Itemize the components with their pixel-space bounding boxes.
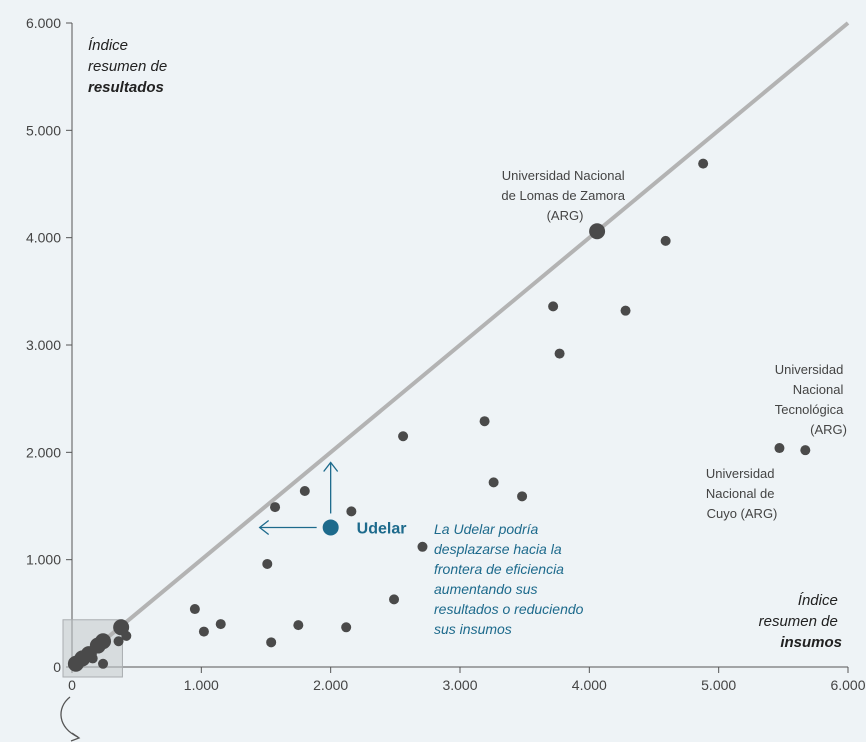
data-point (189, 604, 200, 615)
data-point (98, 658, 109, 669)
data-point (121, 630, 132, 641)
x-tick-label: 4.000 (572, 677, 607, 693)
data-point (266, 637, 277, 648)
y-axis-title: Índice resumen de resultados (88, 37, 171, 96)
x-tick-label: 2.000 (313, 677, 348, 693)
data-point (548, 301, 559, 312)
data-point (479, 416, 490, 427)
data-point (270, 502, 281, 513)
efficiency-frontier-line (70, 21, 850, 669)
x-tick-label: 3.000 (442, 677, 477, 693)
annotation-lomas-de-zamora: Universidad Nacional de Lomas de Zamora … (501, 168, 628, 223)
udelar-note: La Udelar podría desplazarse hacia la fr… (434, 521, 587, 637)
data-point (660, 235, 671, 246)
data-points (67, 158, 811, 672)
data-point (299, 485, 310, 496)
y-tick-label: 6.000 (26, 15, 61, 31)
x-axis-title: Índice resumen de insumos (759, 592, 842, 651)
data-point (67, 655, 84, 672)
y-tick-labels: 0 1.000 2.000 3.000 4.000 5.000 6.000 (26, 15, 72, 675)
y-tick-label: 3.000 (26, 337, 61, 353)
data-point (554, 348, 565, 359)
curved-arrow-head (70, 732, 81, 742)
data-point (262, 558, 273, 569)
data-point (417, 541, 428, 552)
y-tick-label: 4.000 (26, 230, 61, 246)
data-point (87, 653, 98, 664)
data-point (774, 443, 785, 454)
data-point (198, 626, 209, 637)
x-tick-label: 6.000 (830, 677, 865, 693)
x-tick-label: 0 (68, 677, 76, 693)
udelar-label: Udelar (357, 520, 407, 537)
annotation-tecnologica: Universidad Nacional Tecnológica (ARG) (775, 362, 847, 437)
data-point (113, 636, 124, 647)
udelar-highlight: Udelar (258, 461, 407, 537)
udelar-point (322, 519, 339, 536)
data-point (293, 620, 304, 631)
data-point (488, 477, 499, 488)
data-point (215, 619, 226, 630)
annotation-cuyo: Universidad Nacional de Cuyo (ARG) (706, 466, 778, 521)
x-tick-label: 5.000 (701, 677, 736, 693)
x-tick-label: 1.000 (184, 677, 219, 693)
data-point (800, 445, 811, 456)
data-point (389, 594, 400, 605)
data-point (341, 622, 352, 633)
y-tick-label: 1.000 (26, 552, 61, 568)
data-point (517, 491, 528, 502)
data-point (620, 305, 631, 316)
x-tick-labels: 0 1.000 2.000 3.000 4.000 5.000 6.000 (68, 667, 866, 693)
y-tick-label: 2.000 (26, 444, 61, 460)
data-point (589, 223, 606, 240)
data-point (398, 431, 409, 442)
arrow-left-head (258, 519, 270, 535)
y-tick-label: 0 (53, 659, 61, 675)
data-point (346, 506, 357, 517)
arrow-up-head (323, 461, 339, 472)
data-point (698, 158, 709, 169)
y-tick-label: 5.000 (26, 122, 61, 138)
